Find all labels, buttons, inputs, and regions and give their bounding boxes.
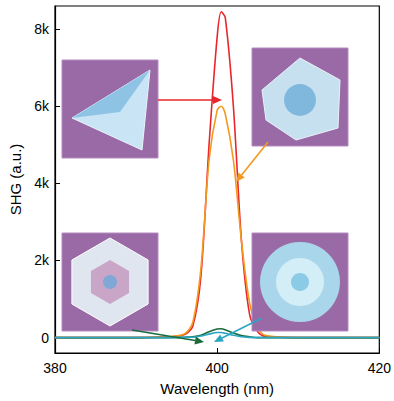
svg-text:4k: 4k <box>34 175 50 191</box>
svg-text:6k: 6k <box>34 98 50 114</box>
svg-text:SHG (a.u.): SHG (a.u.) <box>7 144 24 216</box>
svg-text:400: 400 <box>205 360 229 376</box>
svg-text:Wavelength (nm): Wavelength (nm) <box>160 380 274 397</box>
svg-text:2k: 2k <box>34 252 50 268</box>
svg-text:420: 420 <box>368 360 392 376</box>
svg-text:0: 0 <box>41 330 49 346</box>
svg-text:380: 380 <box>43 360 67 376</box>
svg-text:8k: 8k <box>34 21 50 37</box>
